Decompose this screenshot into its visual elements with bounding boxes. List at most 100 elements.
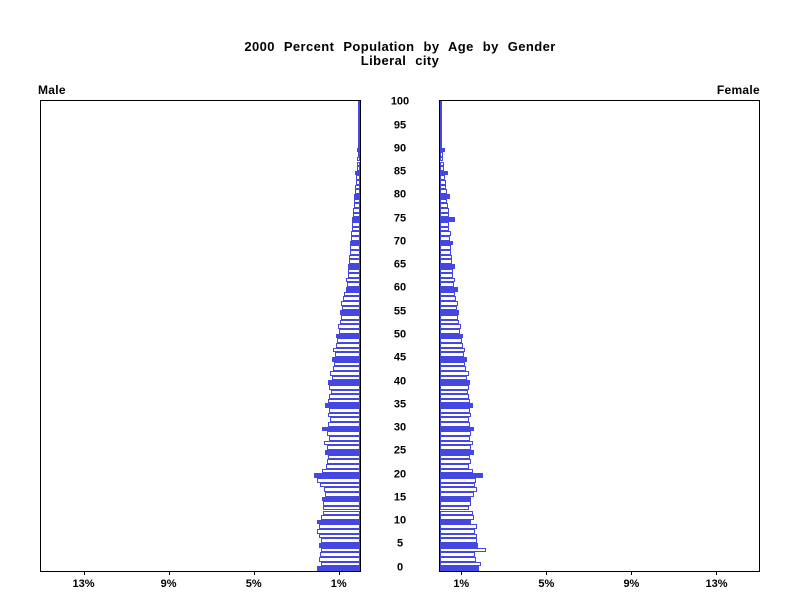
male-bar-age-58	[343, 296, 360, 302]
male-bar-age-9	[318, 524, 360, 530]
male-bar-age-74	[351, 221, 360, 227]
age-tick-label-70: 70	[393, 235, 407, 248]
age-tick-label-10: 10	[393, 514, 407, 527]
male-bar-age-4	[321, 547, 360, 553]
male-bar-age-29	[327, 431, 360, 437]
female-bar-age-19	[440, 477, 476, 483]
male-bar-age-17	[324, 487, 360, 492]
female-bar-age-83	[440, 180, 446, 185]
male-bar-age-55	[340, 310, 360, 316]
female-bar-age-62	[440, 277, 455, 283]
female-bar-age-51	[440, 329, 461, 334]
female-xtick-label-13: 13%	[705, 578, 728, 590]
female-bar-age-67	[440, 254, 453, 260]
male-bar-age-64	[348, 268, 360, 274]
male-bar-age-78	[353, 203, 360, 209]
male-bar-age-57	[341, 301, 360, 306]
female-bar-age-64	[440, 268, 453, 274]
female-bar-age-55	[440, 310, 460, 316]
female-bar-age-98	[440, 110, 442, 115]
female-bar-age-82	[440, 184, 447, 190]
male-bar-age-16	[324, 491, 360, 497]
female-bar-age-56	[440, 305, 458, 311]
male-bar-age-69	[350, 245, 360, 250]
male-bar-age-93	[358, 133, 360, 139]
female-bar-age-12	[440, 510, 473, 516]
male-bar-age-53	[340, 319, 360, 325]
female-bar-age-15	[440, 496, 472, 502]
female-xtick-label-1: 1%	[453, 578, 470, 590]
female-bar-age-9	[440, 524, 477, 530]
male-bar-age-11	[321, 515, 360, 520]
female-bar-age-2	[440, 557, 477, 562]
female-xtick-label-5: 5%	[538, 578, 555, 590]
male-bar-age-45	[331, 356, 360, 362]
female-bar-age-80	[440, 194, 450, 199]
male-bar-age-18	[319, 482, 360, 488]
female-bar-age-94	[440, 128, 442, 134]
male-xtick-label-5: 5%	[245, 578, 262, 590]
male-xtick-mark-13	[83, 571, 85, 575]
male-bar-age-96	[358, 119, 360, 125]
age-tick-label-35: 35	[393, 398, 407, 411]
male-bar-age-33	[327, 412, 360, 418]
age-tick-label-60: 60	[393, 281, 407, 294]
male-bar-age-46	[334, 352, 360, 357]
age-tick-label-20: 20	[393, 468, 407, 481]
male-panel	[40, 100, 361, 572]
female-bar-age-7	[440, 533, 478, 539]
male-xtick-label-13: 13%	[72, 578, 95, 590]
age-tick-label-80: 80	[393, 188, 407, 201]
chart-title-line2: Liberal city	[360, 53, 440, 68]
male-bar-age-76	[352, 212, 360, 218]
age-axis: 0 5 10 15 20 25 30 35 40 45 50 55 60 65 70 75 80 85 90 95 10…	[360, 95, 440, 572]
male-xtick-mark-5	[253, 571, 255, 575]
female-bar-age-69	[440, 245, 451, 250]
female-bar-age-78	[440, 203, 448, 209]
age-tick-label-15: 15	[393, 491, 407, 504]
female-bar-age-48	[440, 342, 463, 348]
female-bar-age-21	[440, 468, 473, 474]
female-bar-age-90	[440, 147, 446, 153]
female-bar-age-24	[440, 454, 471, 460]
male-bar-age-15	[322, 496, 360, 502]
male-bar-age-47	[333, 347, 360, 353]
female-bar-age-79	[440, 198, 448, 204]
male-bar-age-6	[320, 538, 360, 544]
female-bar-age-75	[440, 217, 455, 222]
male-bar-age-1	[321, 561, 360, 567]
male-bar-age-26	[327, 445, 360, 450]
male-bar-age-2	[319, 557, 360, 562]
male-bar-age-98	[358, 110, 360, 115]
male-bar-age-32	[329, 417, 360, 423]
male-bar-age-72	[350, 231, 360, 236]
chart-title: 2000 Percent Population by Age by Gender…	[0, 40, 800, 68]
male-bar-age-0	[316, 566, 360, 571]
female-bar-age-53	[440, 319, 460, 325]
female-bar-age-6	[440, 538, 477, 544]
male-bar-age-43	[332, 366, 360, 371]
female-xtick-mark-13	[716, 571, 718, 575]
age-tick-label-85: 85	[393, 165, 407, 178]
age-tick-label-45: 45	[393, 351, 407, 364]
female-bar-age-88	[440, 156, 444, 162]
age-tick-label-100: 100	[390, 95, 410, 108]
female-bar-age-40	[440, 380, 471, 385]
female-bar-age-100	[440, 101, 442, 106]
female-bar-age-96	[440, 119, 442, 125]
female-bar-age-65	[440, 263, 455, 269]
female-bar-age-29	[440, 431, 471, 437]
male-bar-age-49	[337, 338, 360, 343]
male-bar-age-84	[355, 175, 360, 181]
male-bar-age-79	[353, 198, 360, 204]
male-bar-age-71	[350, 235, 360, 241]
male-bar-age-68	[349, 249, 360, 255]
male-bar-age-82	[354, 184, 360, 190]
female-bar-age-97	[440, 114, 442, 120]
male-bar-age-85	[355, 170, 360, 176]
female-bar-age-99	[440, 105, 442, 111]
female-bar-age-66	[440, 259, 452, 264]
female-bar-age-58	[440, 296, 457, 302]
female-bar-age-47	[440, 347, 466, 353]
